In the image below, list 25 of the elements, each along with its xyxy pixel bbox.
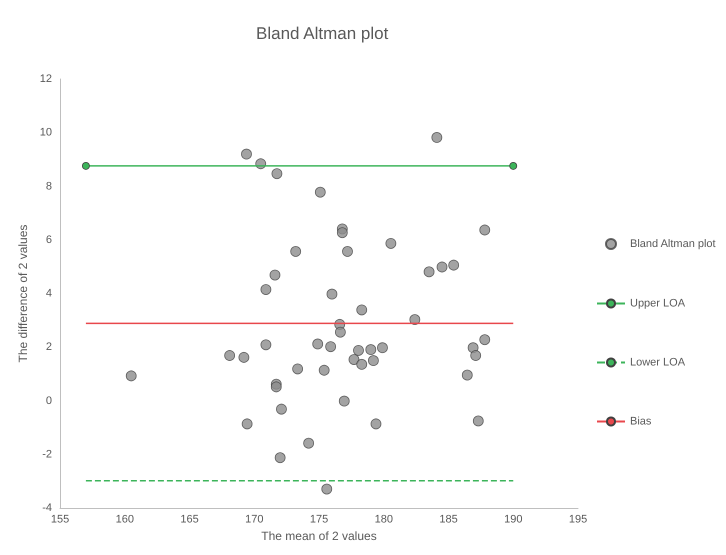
y-tick-label: 4 [46,288,52,300]
y-tick-label: -4 [42,502,52,514]
y-tick-label: 12 [40,73,52,85]
legend-label: Bland Altman plot [630,238,716,250]
x-tick-label: 195 [568,514,588,526]
x-tick-label: 180 [374,514,393,526]
y-axis-title: The difference of 2 values [16,224,30,362]
legend-label: Upper LOA [630,298,686,310]
y-tick-label: 8 [46,180,52,192]
y-tick-label: -2 [42,448,52,460]
legend-label: Lower LOA [630,356,686,368]
y-tick-label: 10 [40,126,52,139]
chart-title: Bland Altman plot [256,24,389,43]
x-axis-title: The mean of 2 values [261,529,377,543]
x-tick-label: 190 [504,514,522,526]
x-tick-label: 185 [439,514,458,526]
y-tick-label: 2 [46,341,52,354]
x-tick-label: 175 [310,514,328,526]
y-tick-label: 6 [46,234,52,246]
legend-label: Bias [630,416,652,428]
x-tick-label: 160 [116,514,134,526]
x-tick-label: 170 [245,514,264,526]
y-tick-label: 0 [46,394,52,407]
x-tick-label: 165 [180,514,199,526]
x-tick-label: 155 [50,514,70,526]
